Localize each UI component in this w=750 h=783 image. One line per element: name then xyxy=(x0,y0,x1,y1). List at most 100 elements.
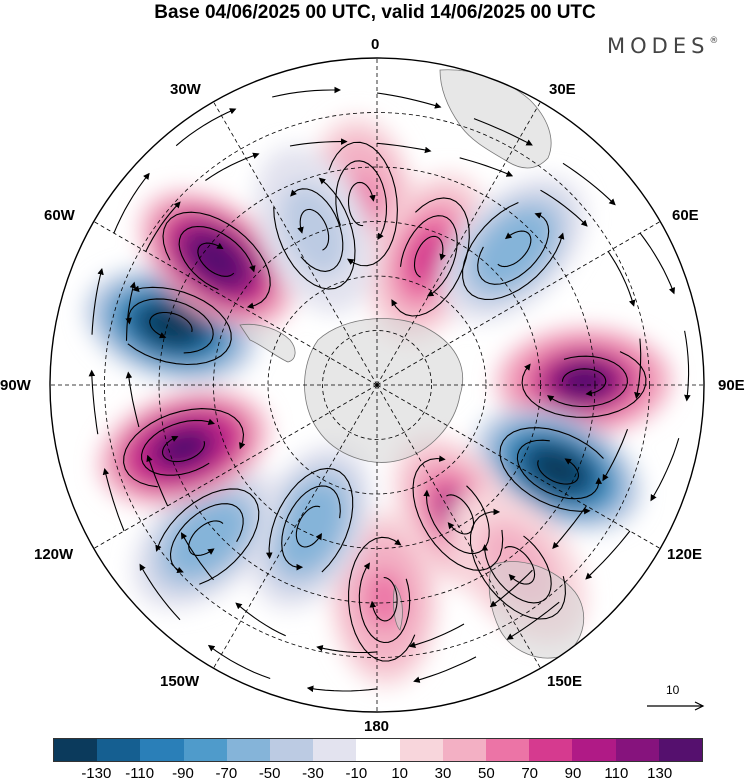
streamline xyxy=(178,225,256,291)
streamline xyxy=(602,429,629,482)
anomaly-cell xyxy=(139,190,294,329)
streamline xyxy=(561,368,607,397)
lon-label-30e: 30E xyxy=(549,81,576,98)
streamline xyxy=(459,157,514,177)
colorbar-tick-label: 10 xyxy=(391,765,408,782)
streamline xyxy=(273,177,356,290)
streamline xyxy=(376,142,432,154)
new-zealand-landmass xyxy=(392,584,403,631)
streamline xyxy=(207,644,271,680)
lon-label-0: 0 xyxy=(371,36,380,53)
meridian-line xyxy=(93,221,378,386)
graticule xyxy=(50,58,704,712)
anomaly-contour xyxy=(407,228,450,286)
lon-label-90e: 90E xyxy=(718,377,745,394)
wind-streamlines xyxy=(88,86,691,693)
streamline xyxy=(145,201,181,252)
anomaly-contour xyxy=(181,513,233,563)
colorbar-tick-label: 70 xyxy=(521,765,538,782)
streamline xyxy=(547,355,628,408)
colorbar-swatch xyxy=(140,739,184,761)
streamline xyxy=(162,211,271,309)
streamline xyxy=(413,235,446,278)
streamline xyxy=(537,458,580,485)
reference-vector: 10 xyxy=(645,683,707,713)
streamline xyxy=(197,242,235,277)
meridian-line xyxy=(376,101,541,386)
colorbar-swatch xyxy=(183,739,227,761)
streamline xyxy=(127,285,232,366)
anomaly-contour xyxy=(154,427,213,469)
streamline xyxy=(297,208,330,251)
streamline xyxy=(462,202,565,300)
anomaly-contour xyxy=(289,498,333,555)
streamline xyxy=(504,546,536,585)
colorbar-tick-label: 130 xyxy=(647,765,673,782)
colorbar xyxy=(53,738,703,762)
anomaly-contour xyxy=(530,447,587,492)
streamline xyxy=(169,503,244,573)
streamline xyxy=(141,418,215,476)
streamline xyxy=(607,251,636,307)
streamline xyxy=(266,467,354,573)
lon-label-150e: 150E xyxy=(547,673,583,690)
colorbar-swatch xyxy=(572,739,616,761)
anomaly-contour xyxy=(293,201,336,259)
streamline xyxy=(634,338,642,399)
colorbar-swatch xyxy=(442,739,487,761)
colorbar-swatch xyxy=(529,739,573,761)
streamline xyxy=(650,438,680,502)
meridian-line xyxy=(213,101,378,386)
latitude-circle xyxy=(104,112,650,658)
reference-vector-arrow-icon xyxy=(647,701,705,711)
lon-label-30w: 30W xyxy=(170,81,201,98)
streamline xyxy=(369,576,398,622)
streamline xyxy=(125,371,140,428)
streamline xyxy=(235,602,286,637)
streamline xyxy=(473,118,533,146)
streamline xyxy=(149,311,193,339)
lon-label-180: 180 xyxy=(364,718,390,735)
streamline xyxy=(489,569,533,608)
colorbar-swatch xyxy=(399,739,443,761)
streamline xyxy=(477,212,550,285)
brand-logo: MODES® xyxy=(607,34,719,58)
anomaly-cell xyxy=(249,443,373,610)
colorbar-swatch xyxy=(356,739,400,761)
streamline xyxy=(155,488,260,585)
colorbar-tick-label: -50 xyxy=(258,765,281,782)
streamline xyxy=(281,485,341,571)
colorbar-swatch xyxy=(54,739,98,761)
streamline xyxy=(481,535,552,604)
streamline xyxy=(413,656,477,683)
latitude-circle xyxy=(322,330,432,440)
meridian-line xyxy=(376,384,661,549)
streamline xyxy=(358,562,411,644)
streamline xyxy=(521,351,647,418)
meridian-line xyxy=(93,384,378,549)
streamline xyxy=(175,108,237,147)
colorbar-swatch xyxy=(658,739,703,761)
streamline xyxy=(328,141,398,267)
streamline xyxy=(347,181,376,227)
anomaly-contour xyxy=(190,235,243,284)
lon-label-60e: 60E xyxy=(672,207,699,224)
streamline xyxy=(125,298,214,354)
map-border xyxy=(49,57,705,713)
streamline xyxy=(540,189,588,227)
lon-label-120e: 120E xyxy=(667,546,703,563)
meridian-line xyxy=(213,384,378,669)
streamline xyxy=(161,435,206,463)
colorbar-tick-label: 110 xyxy=(604,765,629,782)
streamline xyxy=(562,162,616,206)
streamline xyxy=(139,563,181,621)
streamline xyxy=(376,92,442,109)
streamline xyxy=(423,485,490,554)
streamline xyxy=(408,623,465,649)
colorbar-swatch xyxy=(615,739,659,761)
colorbar-tick-label: 50 xyxy=(477,765,495,782)
colorbar-swatch xyxy=(313,739,357,761)
streamline xyxy=(146,454,169,507)
colorbar-tick-label: -10 xyxy=(345,765,368,782)
anomaly-contour xyxy=(488,223,539,274)
